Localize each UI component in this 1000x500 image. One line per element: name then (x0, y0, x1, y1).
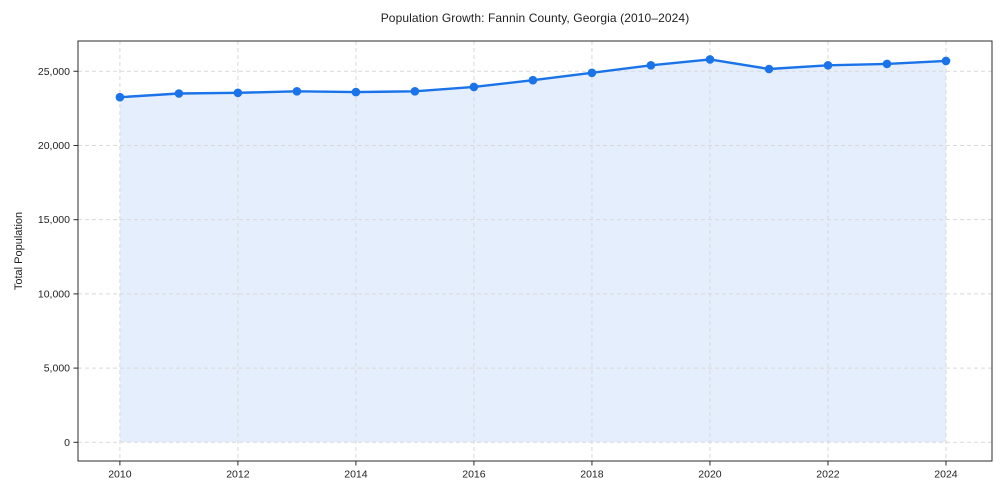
x-tick-label: 2014 (344, 469, 368, 481)
data-point-marker (823, 61, 833, 70)
y-tick-label: 20,000 (38, 140, 70, 152)
y-axis-label: Total Population (13, 211, 25, 291)
x-tick-label: 2010 (108, 469, 132, 481)
y-tick-label: 15,000 (38, 214, 70, 226)
x-tick-label: 2022 (816, 469, 840, 481)
data-point-marker (882, 59, 892, 69)
data-point-marker (705, 55, 715, 64)
y-tick-label: 5,000 (44, 363, 70, 375)
data-point-marker (351, 87, 361, 97)
data-point-marker (587, 68, 597, 78)
data-point-marker (764, 64, 774, 74)
data-point-marker (174, 89, 184, 98)
data-point-marker (410, 87, 420, 96)
data-point-marker (528, 75, 538, 85)
y-tick-label: 0 (64, 437, 70, 449)
y-tick-label: 25,000 (38, 66, 70, 78)
data-point-marker (469, 82, 479, 92)
x-tick-label: 2012 (226, 469, 250, 481)
data-point-marker (646, 61, 656, 70)
data-point-marker (233, 88, 243, 98)
x-tick-label: 2020 (698, 469, 722, 481)
x-tick-label: 2016 (462, 469, 486, 481)
x-tick-label: 2018 (580, 469, 604, 481)
area-fill (119, 59, 947, 443)
plot-border (77, 40, 993, 462)
data-point-marker (292, 87, 302, 96)
x-tick-label: 2024 (934, 469, 958, 481)
y-tick-label: 10,000 (38, 288, 70, 300)
data-point-marker (115, 92, 125, 102)
data-point-marker (941, 56, 951, 66)
chart-title: Population Growth: Fannin County, Georgi… (380, 11, 690, 25)
